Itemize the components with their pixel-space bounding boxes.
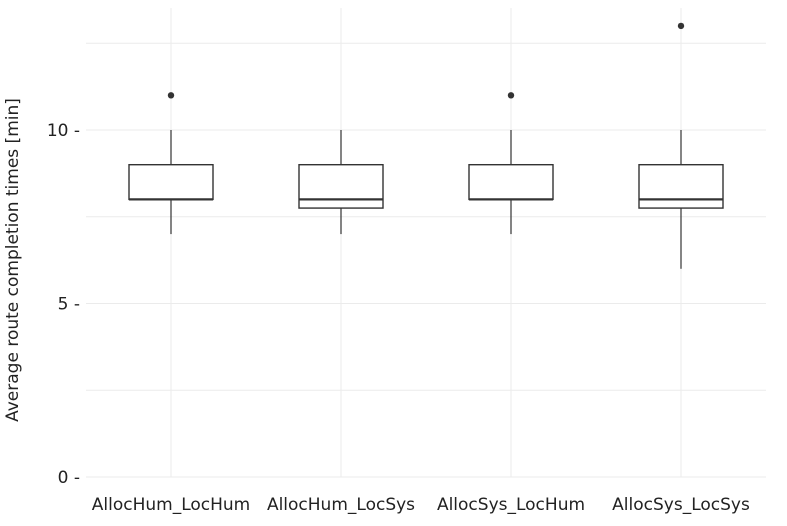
grid-lines bbox=[86, 8, 766, 478]
outlier-point bbox=[677, 22, 685, 30]
box-iqr bbox=[638, 163, 724, 209]
boxes bbox=[128, 22, 724, 269]
y-tick-label: 10 - bbox=[47, 121, 80, 141]
outlier-point bbox=[507, 92, 515, 99]
x-tick-label: AllocSys_LocHum bbox=[437, 495, 585, 515]
x-tick-label: AllocSys_LocSys bbox=[612, 495, 750, 515]
outlier-point bbox=[167, 92, 175, 99]
y-axis-title: Average route completion times [min] bbox=[3, 98, 23, 422]
box-iqr bbox=[468, 163, 554, 201]
box-iqr bbox=[298, 163, 384, 209]
y-tick-label: 0 - bbox=[58, 468, 80, 488]
y-tick-label: 5 - bbox=[58, 295, 80, 315]
x-tick-label: AllocHum_LocHum bbox=[92, 495, 250, 515]
axes: 0 - 5 - 10 - AllocHum_LocHum AllocHum_LocSys… bbox=[47, 121, 750, 515]
box-iqr bbox=[128, 163, 214, 201]
x-tick-label: AllocHum_LocSys bbox=[267, 495, 415, 515]
